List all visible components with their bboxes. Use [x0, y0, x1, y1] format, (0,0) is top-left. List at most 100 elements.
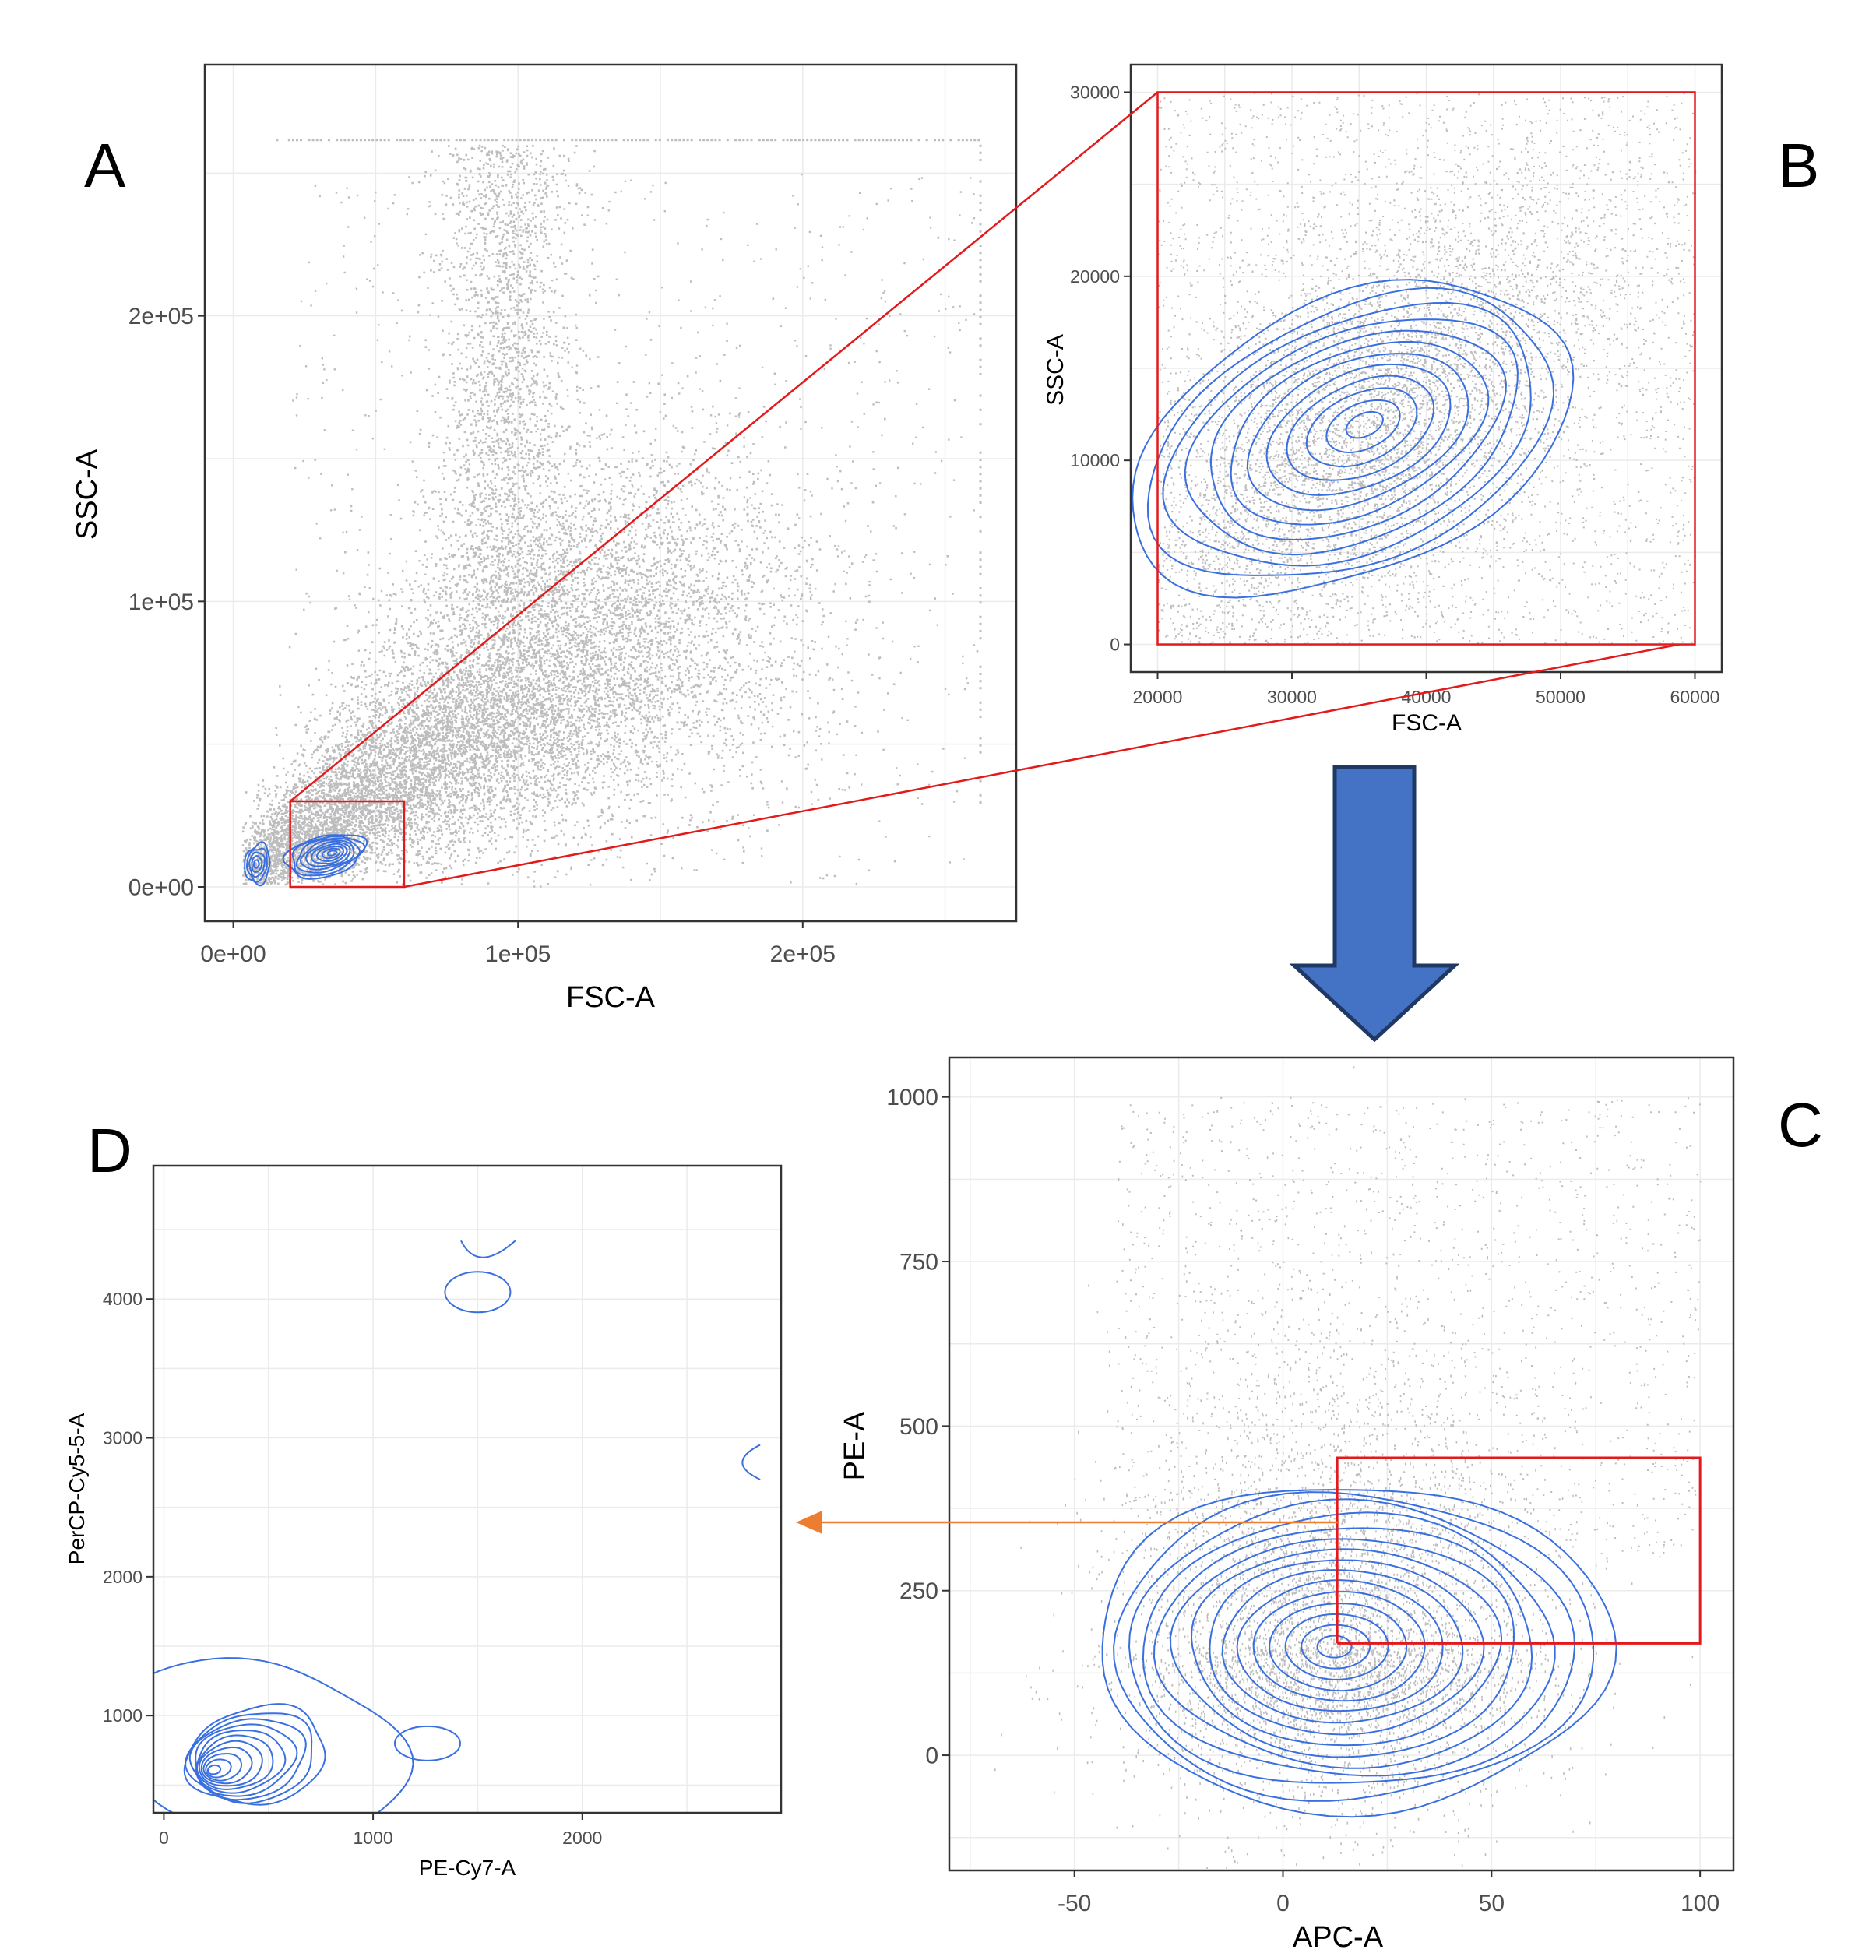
panel-a-frame	[203, 63, 1018, 923]
panel-b-x-axis-title: FSC-A	[1392, 710, 1462, 736]
density-contour	[188, 1718, 307, 1801]
density-contour	[1325, 399, 1401, 454]
panel-letter-d: D	[87, 1116, 132, 1185]
y-tick-label: 2e+05	[128, 304, 194, 329]
x-tick-label: 60000	[1670, 687, 1720, 707]
density-contour	[1146, 287, 1555, 576]
y-tick-label: 1e+05	[128, 589, 194, 615]
density-contour	[1153, 1527, 1533, 1769]
event-dots	[241, 144, 979, 888]
panel-letter-a: A	[84, 131, 126, 200]
panel-c-density-contours	[1101, 1489, 1617, 1818]
panel-b-scatter-plot: 20000 30000 40000 50000 60000010000200003000…	[1043, 63, 1723, 736]
panel-c-frame	[948, 1056, 1735, 1872]
density-contour	[248, 851, 266, 878]
density-contour	[245, 847, 268, 883]
density-contour	[282, 834, 368, 880]
y-tick-label: 1000	[886, 1085, 938, 1110]
density-contour	[1142, 1511, 1556, 1777]
density-contour	[1252, 1591, 1426, 1702]
panel-letter-c: C	[1778, 1090, 1823, 1159]
density-contour	[1209, 1559, 1485, 1736]
gate-to-panel-d-arrow	[796, 1511, 1338, 1534]
x-tick-label: 100	[1681, 1891, 1719, 1916]
density-contour	[1190, 1548, 1503, 1747]
x-tick-label: 0	[1276, 1891, 1290, 1916]
density-contour	[1209, 329, 1508, 541]
density-contour	[1301, 1624, 1371, 1670]
orange-arrow-head-icon	[796, 1511, 822, 1534]
density-contour	[321, 847, 341, 860]
density-contour	[202, 1753, 242, 1782]
density-contour	[299, 839, 355, 871]
y-tick-label: 2000	[103, 1567, 143, 1587]
panel-letter-b: B	[1778, 131, 1819, 200]
density-contour	[291, 835, 366, 877]
x-tick-label: -50	[1058, 1891, 1091, 1916]
density-contour	[1113, 1491, 1595, 1802]
density-contour-island	[393, 1725, 461, 1761]
density-contour-island	[444, 1271, 512, 1314]
y-tick-label: 4000	[103, 1289, 143, 1309]
panel-a-events	[241, 139, 982, 888]
x-tick-label: 1000	[354, 1828, 393, 1848]
density-contour	[1265, 363, 1452, 496]
density-contour	[304, 840, 351, 867]
density-contour	[153, 1657, 414, 1813]
panel-a-density-contours	[244, 834, 368, 887]
panel-d-y-axis-title: PerCP-Cy5-5-A	[65, 1413, 89, 1564]
panel-d-frame	[152, 1164, 783, 1814]
panel-c-x-axis-title: APC-A	[1293, 1921, 1384, 1954]
y-tick-label: 10000	[1070, 450, 1120, 470]
panel-a-gate	[289, 800, 406, 889]
panel-d-x-axis-title: PE-Cy7-A	[419, 1856, 516, 1880]
panel-a-axes: 0e+00 1e+05 2e+05 0e+00 1e+05 2e+05	[128, 304, 836, 967]
density-contour	[185, 1712, 313, 1804]
density-contour	[253, 859, 260, 869]
density-contour	[1170, 1538, 1515, 1758]
y-tick-label: 0	[925, 1744, 938, 1769]
y-tick-label: 0e+00	[128, 875, 194, 901]
density-contour	[195, 1723, 298, 1797]
panel-b-density-contours	[1132, 279, 1575, 599]
panel-b-gate	[1156, 91, 1696, 646]
density-contour	[1184, 318, 1519, 556]
density-contour	[326, 850, 338, 857]
density-contour	[1305, 387, 1418, 468]
event-dots	[1157, 92, 1697, 646]
density-contour	[200, 1746, 253, 1785]
y-tick-label: 250	[899, 1578, 938, 1604]
panel-c-gate	[1336, 1456, 1702, 1645]
panel-c-y-axis-title: PE-A	[839, 1411, 871, 1480]
zoom-connector-bottom	[403, 643, 1680, 889]
zoom-connector-top	[289, 91, 1159, 802]
panel-d-density-contours	[153, 1240, 761, 1813]
panel-d-contour-plot: 0 1000 2000 1000 2000 3000 4000 PE-Cy7-A PerCP…	[65, 1164, 783, 1880]
density-contour	[1286, 375, 1435, 481]
density-contour	[311, 843, 348, 864]
panel-a-scatter-plot: 0e+00 1e+05 2e+05 0e+00 1e+05 2e+05 FSC-A SSC…	[71, 63, 1018, 1014]
panel-c-grid	[949, 1057, 1733, 1870]
x-tick-label: 50	[1479, 1891, 1505, 1916]
y-tick-label: 0	[1110, 635, 1120, 655]
y-tick-label: 500	[899, 1414, 938, 1440]
y-tick-label: 3000	[103, 1428, 143, 1448]
density-contour	[251, 855, 263, 874]
density-contour-partial	[460, 1240, 516, 1258]
density-contour	[244, 841, 271, 887]
density-contour	[1128, 1498, 1576, 1784]
x-tick-label: 2000	[562, 1828, 602, 1848]
y-tick-label: 30000	[1070, 83, 1120, 103]
y-tick-label: 750	[899, 1250, 938, 1276]
y-tick-label: 20000	[1070, 266, 1120, 287]
density-contour	[1269, 1603, 1408, 1692]
density-contour	[316, 845, 344, 863]
x-tick-label: 0	[159, 1828, 169, 1848]
x-tick-label: 20000	[1133, 687, 1183, 707]
density-contour	[1101, 1489, 1617, 1818]
density-contour	[1246, 353, 1469, 512]
panel-a-x-axis-title: FSC-A	[566, 981, 656, 1014]
